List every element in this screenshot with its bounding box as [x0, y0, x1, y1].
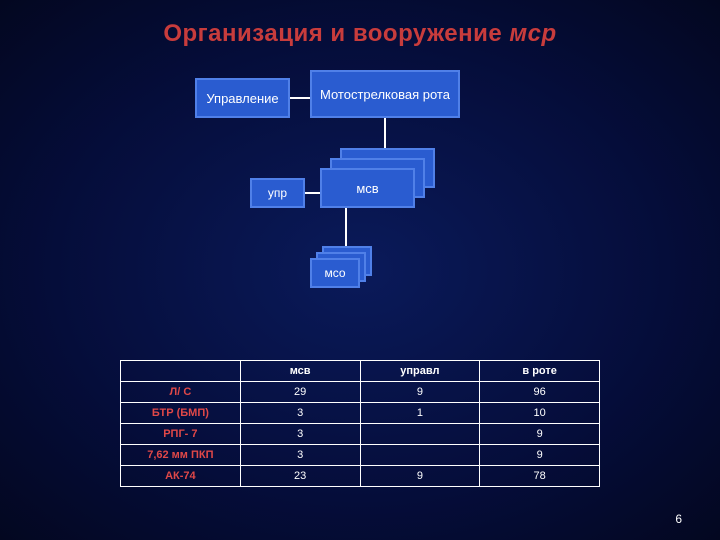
- table-row: АК-7423978: [121, 466, 600, 487]
- table-cell: 78: [480, 466, 600, 487]
- weapons-table: мсвуправлв ротеЛ/ С29996БТР (БМП)3110РПГ…: [120, 360, 600, 487]
- table-cell: 10: [480, 403, 600, 424]
- table-row: 7,62 мм ПКП3 9: [121, 445, 600, 466]
- title-main: Организация и вооружение: [163, 20, 509, 47]
- table-row: БТР (БМП)3110: [121, 403, 600, 424]
- page-number: 6: [675, 512, 682, 526]
- box-label: Управление: [206, 91, 278, 106]
- box-label: мсо: [324, 266, 345, 280]
- row-label: БТР (БМП): [121, 403, 241, 424]
- box-label: упр: [268, 186, 287, 200]
- box-motostrelkovaya-rota: Мотострелковая рота: [310, 70, 460, 118]
- table-row: РПГ- 73 9: [121, 424, 600, 445]
- table-cell: 9: [480, 424, 600, 445]
- row-label: АК-74: [121, 466, 241, 487]
- table-cell: [360, 424, 480, 445]
- row-label: Л/ С: [121, 382, 241, 403]
- table-header: [121, 361, 241, 382]
- title-italic: мср: [509, 20, 556, 47]
- connector-line: [290, 97, 310, 99]
- box-mso: мсо: [310, 258, 360, 288]
- table-cell: 9: [360, 382, 480, 403]
- box-label: мсв: [356, 181, 378, 196]
- table-cell: 29: [240, 382, 360, 403]
- row-label: РПГ- 7: [121, 424, 241, 445]
- box-upr: упр: [250, 178, 305, 208]
- table-row: Л/ С29996: [121, 382, 600, 403]
- table-cell: 9: [360, 466, 480, 487]
- box-label: Мотострелковая рота: [320, 87, 450, 102]
- table-header: мсв: [240, 361, 360, 382]
- org-chart: Управление Мотострелковая рота упр мсв м…: [0, 48, 720, 328]
- page-title: Организация и вооружение мср: [0, 0, 720, 48]
- table-cell: 3: [240, 403, 360, 424]
- table-cell: 9: [480, 445, 600, 466]
- table-cell: 23: [240, 466, 360, 487]
- table-cell: 3: [240, 424, 360, 445]
- table-header: управл: [360, 361, 480, 382]
- row-label: 7,62 мм ПКП: [121, 445, 241, 466]
- box-upravlenie: Управление: [195, 78, 290, 118]
- table-cell: 1: [360, 403, 480, 424]
- table-cell: [360, 445, 480, 466]
- table-cell: 3: [240, 445, 360, 466]
- table-header: в роте: [480, 361, 600, 382]
- table-cell: 96: [480, 382, 600, 403]
- box-msv: мсв: [320, 168, 415, 208]
- connector-line: [345, 208, 347, 246]
- connector-line: [305, 192, 320, 194]
- connector-line: [384, 118, 386, 148]
